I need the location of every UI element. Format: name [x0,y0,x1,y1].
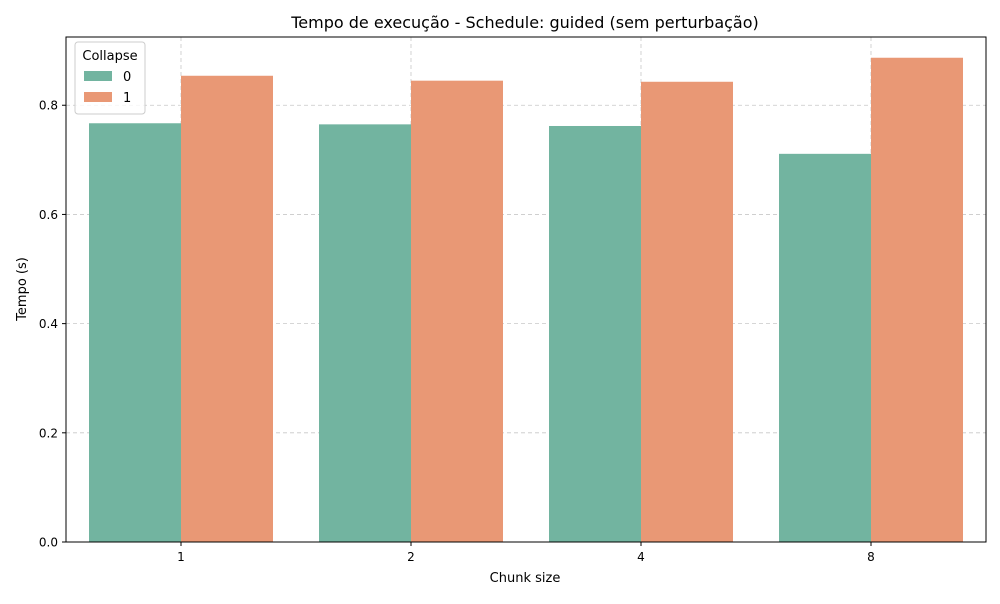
legend-swatch-0 [84,71,112,81]
y-tick-label: 0.8 [39,99,58,113]
y-tick-label: 0.2 [39,426,58,440]
legend-title: Collapse [82,49,137,64]
bar-series-1-2 [411,80,503,543]
bars-layer [89,57,963,543]
bar-series-0-1 [89,123,181,542]
plot-frame [65,36,987,543]
legend-label-0: 0 [123,70,131,85]
chart-title: Tempo de execução - Schedule: guided (se… [290,13,759,32]
legend-swatch-1 [84,92,112,102]
legend: Collapse 0 1 [74,41,146,115]
y-tick-label: 0.4 [39,317,58,331]
x-tick-label: 2 [407,550,415,564]
x-tick-label: 4 [637,550,645,564]
y-tick-label: 0.0 [39,536,58,550]
y-tick-label: 0.6 [39,208,58,222]
bar-series-1-4 [641,81,733,542]
x-tick-label: 1 [177,550,185,564]
x-tick-label: 8 [867,550,875,564]
bar-series-0-4 [549,125,641,542]
bar-series-1-8 [871,57,963,543]
legend-label-1: 1 [123,91,131,106]
bar-series-0-2 [319,124,411,542]
bar-series-1-1 [181,75,273,543]
x-axis-label: Chunk size [490,571,561,586]
axes-layer: 0.0 0.2 0.4 0.6 0.8 1 2 4 8 [39,36,987,564]
y-axis-label: Tempo (s) [15,257,30,322]
bar-series-0-8 [779,153,871,542]
